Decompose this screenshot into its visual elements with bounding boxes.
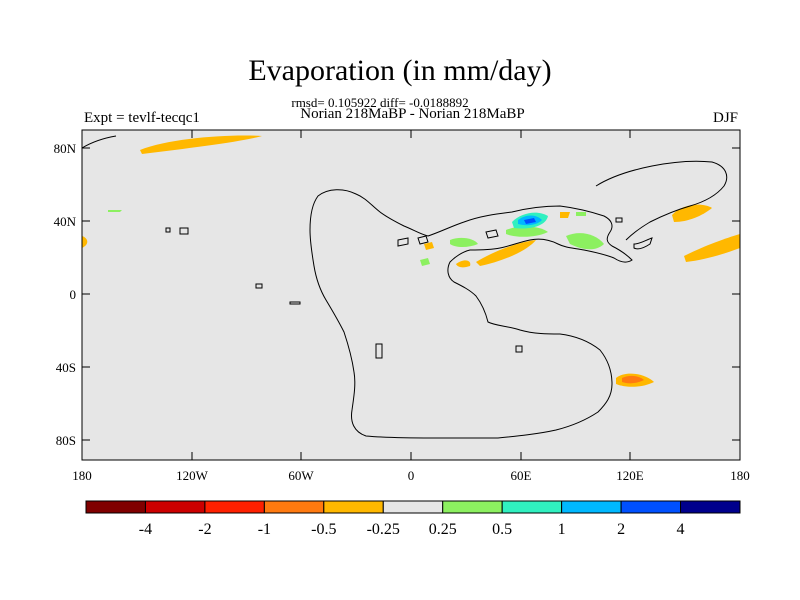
- lon-label-0: 0: [408, 468, 415, 483]
- colorbar-box-9: [620, 500, 682, 514]
- colorbar-label-0: -4: [139, 521, 152, 538]
- coastline-asia-tip: [633, 237, 653, 250]
- anomaly-patches: [82, 135, 740, 387]
- patch-north-pacific-orange: [140, 135, 262, 154]
- experiment-label: Expt = tevlf-tecqc1: [84, 110, 200, 126]
- patch-green-atlantic: [108, 210, 122, 212]
- colorbar-box-6: [442, 500, 503, 514]
- coastline-island-7: [289, 301, 301, 305]
- coastline-island-5: [375, 343, 383, 359]
- colorbar-box-4: [323, 500, 384, 514]
- coastline-tethys-island-1: [417, 235, 429, 245]
- coastline-island-4: [179, 227, 189, 235]
- patch-tethys-green-4: [420, 258, 430, 266]
- colorbar-label-2: -1: [258, 521, 271, 538]
- lat-label-0: 0: [70, 287, 77, 302]
- lon-label-120w: 120W: [176, 468, 209, 483]
- patch-tethys-orange-4: [560, 212, 570, 218]
- lon-label-60e: 60E: [511, 468, 532, 483]
- coastline-island-10: [615, 217, 623, 223]
- lat-axis: 80N 40N 0 40S 80S: [54, 141, 740, 448]
- comparison-label: Norian 218MaBP - Norian 218MaBP: [300, 106, 525, 122]
- season-label: DJF: [712, 110, 738, 126]
- lat-label-80n: 80N: [54, 141, 77, 156]
- lat-label-40n: 40N: [54, 214, 77, 229]
- patch-tethys-green-3: [566, 233, 604, 250]
- colorbar-box-3: [263, 500, 325, 514]
- lat-label-40s: 40S: [56, 360, 76, 375]
- map-background: [82, 130, 740, 460]
- coastlines: [81, 135, 728, 439]
- stats-label: rmsd= 0.105922 diff= -0.0188892: [291, 95, 469, 110]
- lon-label-60w: 60W: [288, 468, 314, 483]
- colorbar-box-5: [382, 500, 444, 514]
- lon-axis: 180 120W 60W 0 60E 120E 180: [72, 130, 750, 483]
- colorbar-box-0: [85, 500, 146, 514]
- patch-tethys-orange-3: [424, 242, 434, 250]
- lat-label-80s: 80S: [56, 433, 76, 448]
- colorbar-box-1: [144, 500, 206, 514]
- colorbar-label-9: 4: [677, 521, 685, 538]
- colorbar-box-8: [561, 500, 622, 514]
- colorbar-box-7: [501, 500, 563, 514]
- patch-tethys-blue: [524, 218, 536, 224]
- coastline-tethys-island-3: [485, 229, 499, 239]
- coastline-laurasia-east: [595, 160, 728, 241]
- coastline-pangaea: [309, 189, 633, 439]
- coastline-island-9: [165, 227, 171, 233]
- coastline-island-6: [515, 345, 523, 353]
- colorbar: -4 -2 -1 -0.5 -0.25 0.25 0.5 1 2 4: [85, 500, 741, 538]
- colorbar-box-10: [680, 500, 741, 514]
- patch-south-orange-core: [622, 375, 644, 384]
- patch-tethys-orange-1: [456, 260, 471, 268]
- colorbar-label-7: 1: [558, 521, 566, 538]
- plot-title: Evaporation (in mm/day): [248, 54, 552, 87]
- coastline-island-8: [255, 283, 263, 289]
- colorbar-label-6: 0.5: [492, 521, 512, 538]
- patch-east-pacific-orange-2: [684, 234, 740, 262]
- colorbar-label-8: 2: [617, 521, 625, 538]
- patch-west-edge-orange: [82, 236, 88, 248]
- patch-tethys-green-1: [450, 237, 478, 247]
- colorbar-label-4: -0.25: [367, 521, 400, 538]
- lon-label-120e: 120E: [616, 468, 644, 483]
- colorbar-box-2: [204, 500, 265, 514]
- colorbar-label-1: -2: [198, 521, 211, 538]
- coastline-tethys-island-2: [397, 237, 409, 247]
- lon-label-180e: 180: [730, 468, 750, 483]
- colorbar-label-3: -0.5: [311, 521, 336, 538]
- patch-tethys-green-2: [506, 226, 548, 237]
- patch-tethys-orange-2: [476, 240, 536, 266]
- lon-label-180w: 180: [72, 468, 92, 483]
- colorbar-label-5: 0.25: [429, 521, 457, 538]
- patch-tethys-green-5: [576, 212, 586, 216]
- coastline-arctic: [81, 135, 117, 149]
